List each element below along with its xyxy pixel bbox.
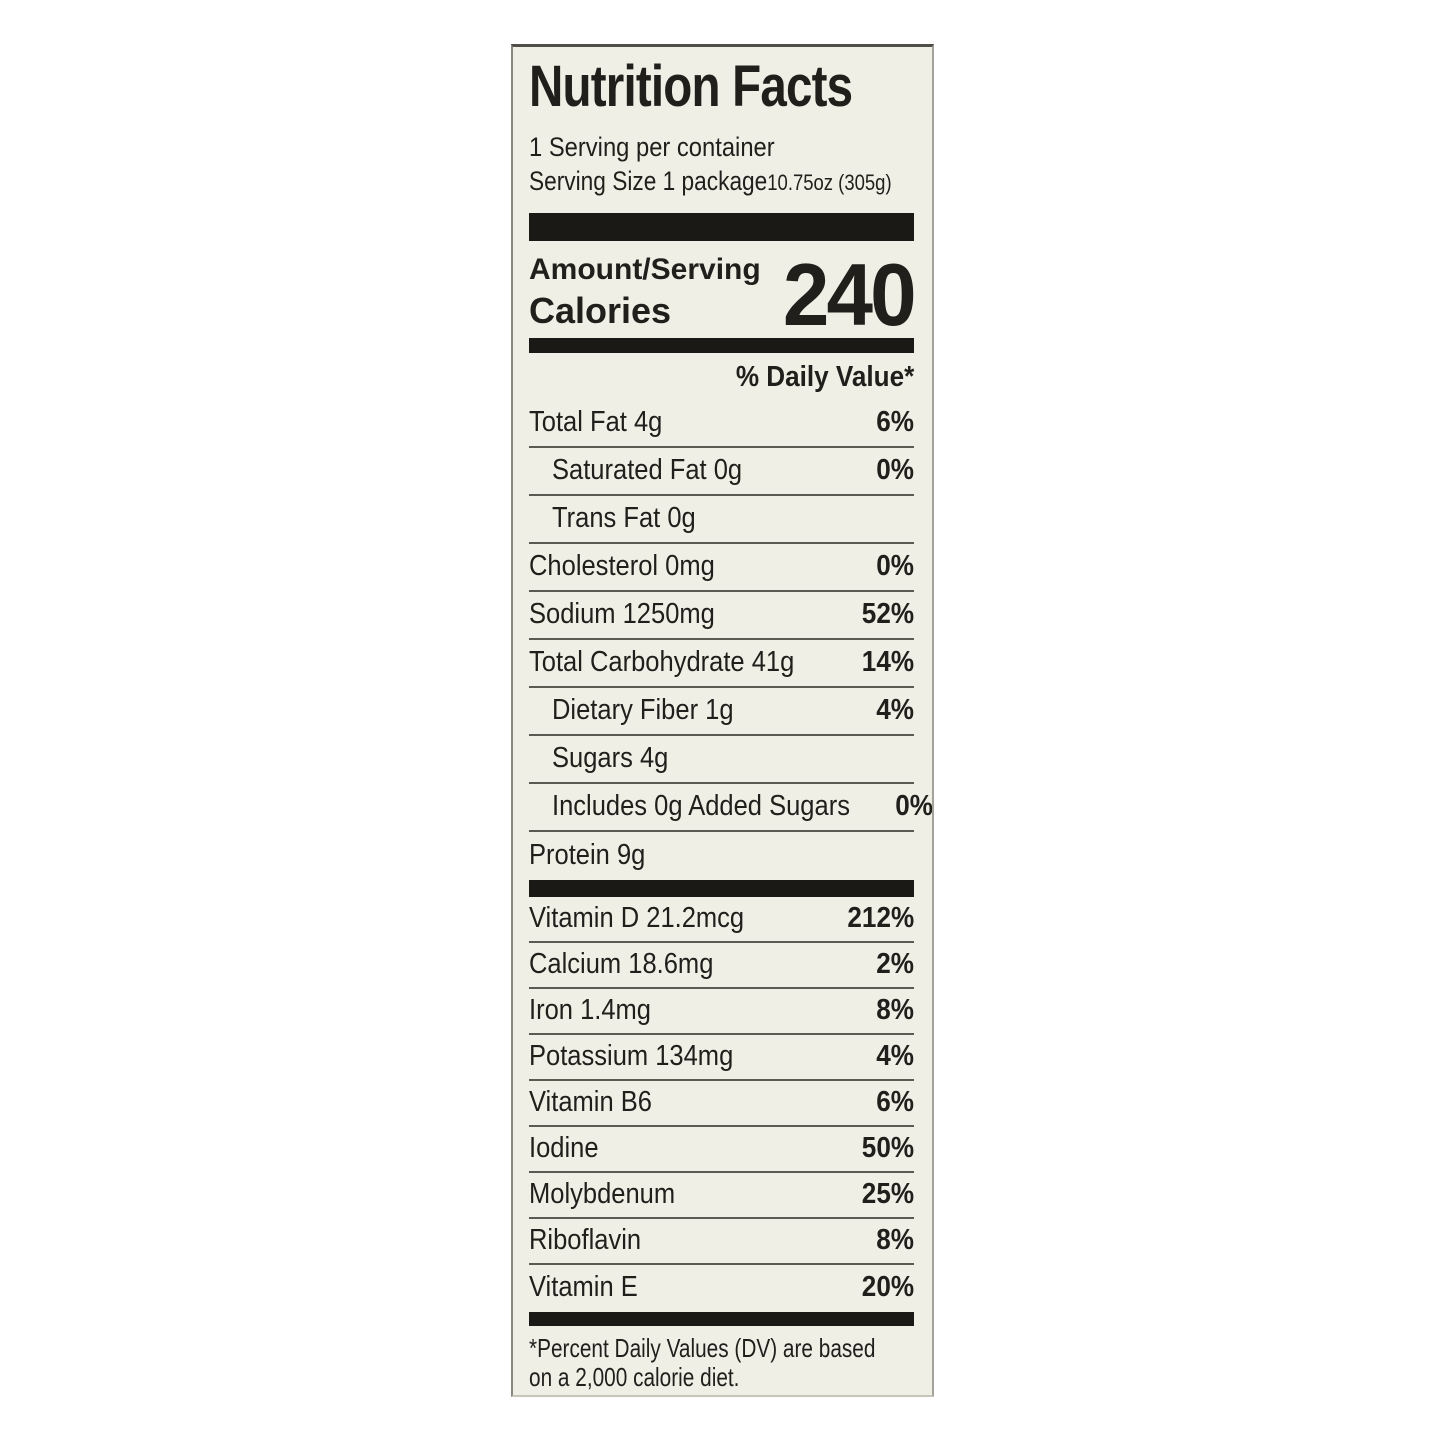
nutrient-row-iron: Iron 1.4mg 8% xyxy=(529,989,914,1035)
nutrient-row-protein: Protein 9g xyxy=(529,832,914,880)
nutrient-row-vitamin-e: Vitamin E 20% xyxy=(529,1265,914,1311)
servings-per-container: 1 Serving per container xyxy=(529,132,914,163)
label-title: Nutrition Facts xyxy=(529,54,853,119)
nutrient-dv: 4% xyxy=(876,694,914,727)
nutrient-dv: 8% xyxy=(876,994,914,1027)
nutrient-name: Saturated Fat 0g xyxy=(552,454,743,487)
nutrient-row-added-sugars: Includes 0g Added Sugars 0% xyxy=(529,784,932,832)
divider-bar-top xyxy=(529,212,914,241)
nutrient-name: Iron 1.4mg xyxy=(529,994,652,1027)
nutrient-row-sugars: Sugars 4g xyxy=(529,736,914,784)
nutrient-name: Iodine xyxy=(529,1132,599,1165)
amount-per-serving-heading: Amount/Serving xyxy=(529,252,761,286)
nutrient-table: Total Fat 4g 6% Saturated Fat 0g 0% Tran… xyxy=(529,400,932,880)
nutrient-name: Potassium 134mg xyxy=(529,1040,734,1073)
nutrient-name: Vitamin D 21.2mcg xyxy=(529,902,745,935)
nutrient-name: Sugars 4g xyxy=(552,742,669,775)
nutrient-row-sodium: Sodium 1250mg 52% xyxy=(529,592,914,640)
nutrient-name: Cholesterol 0mg xyxy=(529,550,715,583)
nutrient-dv: 0% xyxy=(876,550,914,583)
nutrient-dv: 52% xyxy=(861,598,914,631)
nutrient-name: Vitamin B6 xyxy=(529,1086,652,1119)
daily-value-header: % Daily Value* xyxy=(529,353,914,400)
nutrient-row-potassium: Potassium 134mg 4% xyxy=(529,1035,914,1081)
nutrient-name: Total Carbohydrate 41g xyxy=(529,646,795,679)
calories-value: 240 xyxy=(783,244,917,344)
nutrient-dv: 14% xyxy=(861,646,914,679)
nutrient-name: Includes 0g Added Sugars xyxy=(552,790,850,823)
nutrition-facts-label: Nutrition Facts 1 Serving per container … xyxy=(511,44,934,1397)
nutrient-dv: 6% xyxy=(876,406,914,439)
nutrient-name: Dietary Fiber 1g xyxy=(552,694,734,727)
nutrient-name: Molybdenum xyxy=(529,1178,676,1211)
nutrient-dv: 25% xyxy=(861,1178,914,1211)
nutrient-row-vitamin-b6: Vitamin B6 6% xyxy=(529,1081,914,1127)
nutrient-row-trans-fat: Trans Fat 0g xyxy=(529,496,914,544)
nutrient-dv: 6% xyxy=(876,1086,914,1119)
nutrient-row-riboflavin: Riboflavin 8% xyxy=(529,1219,914,1265)
divider-bar-calories xyxy=(529,337,914,353)
daily-value-header-text: % Daily Value* xyxy=(735,360,914,393)
calories-label: Calories xyxy=(529,289,672,331)
nutrient-name: Calcium 18.6mg xyxy=(529,948,714,981)
nutrient-dv: 20% xyxy=(861,1271,914,1304)
nutrient-row-calcium: Calcium 18.6mg 2% xyxy=(529,943,914,989)
footnote: *Percent Daily Values (DV) are based on … xyxy=(529,1332,914,1392)
nutrient-dv: 212% xyxy=(847,902,914,935)
nutrient-row-dietary-fiber: Dietary Fiber 1g 4% xyxy=(529,688,914,736)
nutrient-dv: 8% xyxy=(876,1224,914,1257)
nutrient-name: Vitamin E xyxy=(529,1271,638,1304)
nutrient-row-total-carbohydrate: Total Carbohydrate 41g 14% xyxy=(529,640,914,688)
nutrient-row-molybdenum: Molybdenum 25% xyxy=(529,1173,914,1219)
nutrient-dv: 0% xyxy=(876,454,914,487)
nutrient-name: Total Fat 4g xyxy=(529,406,663,439)
calories-section: Amount/Serving Calories 240 xyxy=(529,241,917,338)
serving-size-label: Serving Size 1 package xyxy=(529,165,768,196)
nutrient-dv: 50% xyxy=(861,1132,914,1165)
nutrient-name: Riboflavin xyxy=(529,1224,642,1257)
nutrient-dv: 2% xyxy=(876,948,914,981)
nutrient-dv: 0% xyxy=(894,790,933,823)
divider-bar-bottom xyxy=(529,1311,914,1326)
serving-size-detail: 10.75oz (305g) xyxy=(767,169,892,195)
serving-size-line: Serving Size 1 package10.75oz (305g) xyxy=(529,166,914,198)
nutrient-row-cholesterol: Cholesterol 0mg 0% xyxy=(529,544,914,592)
servings-per-container-text: 1 Serving per container xyxy=(529,131,775,162)
nutrient-dv: 4% xyxy=(876,1040,914,1073)
divider-bar-protein xyxy=(529,879,914,897)
nutrient-name: Sodium 1250mg xyxy=(529,598,715,631)
nutrient-name: Protein 9g xyxy=(529,839,646,872)
footnote-line-2: on a 2,000 calorie diet. xyxy=(529,1361,740,1392)
nutrient-row-total-fat: Total Fat 4g 6% xyxy=(529,400,914,448)
nutrient-name: Trans Fat 0g xyxy=(552,502,696,535)
footnote-line-1: *Percent Daily Values (DV) are based xyxy=(529,1332,876,1363)
nutrient-row-saturated-fat: Saturated Fat 0g 0% xyxy=(529,448,914,496)
micronutrient-table: Vitamin D 21.2mcg 212% Calcium 18.6mg 2%… xyxy=(529,897,914,1311)
nutrient-row-iodine: Iodine 50% xyxy=(529,1127,914,1173)
nutrient-row-vitamin-d: Vitamin D 21.2mcg 212% xyxy=(529,897,914,943)
